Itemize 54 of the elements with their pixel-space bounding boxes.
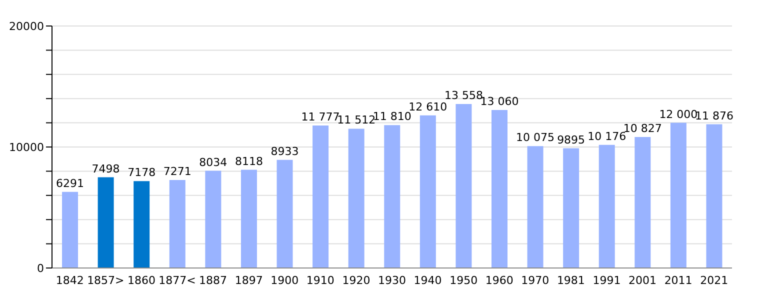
x-tick-label: 1857>: [87, 274, 124, 287]
data-label: 12 610: [408, 100, 448, 114]
bar: [384, 125, 400, 268]
x-tick-label: 1920: [342, 274, 370, 287]
bar: [276, 160, 293, 268]
y-tick-label: 10000: [9, 140, 44, 154]
data-label: 7178: [128, 166, 156, 180]
data-label: 6291: [56, 176, 84, 190]
y-tick-label: 20000: [9, 20, 44, 33]
x-tick-label: 1970: [521, 274, 550, 287]
bar: [348, 128, 364, 268]
x-tick-label: 1897: [234, 274, 263, 287]
data-label: 9895: [557, 133, 586, 146]
bar: [98, 177, 114, 268]
x-tick-label: 2011: [664, 274, 692, 287]
x-tick-label: 1991: [592, 274, 621, 287]
bar: [62, 192, 78, 268]
bar: [205, 170, 222, 268]
bar: [456, 104, 472, 268]
x-tick-label: 1981: [556, 274, 585, 287]
x-tick-label: 1930: [378, 274, 406, 287]
data-label: 13 558: [444, 88, 483, 102]
bar: [670, 122, 686, 268]
data-label: 7498: [92, 162, 120, 176]
x-tick-label: 1887: [199, 274, 228, 287]
x-tick-label: 1877<: [158, 274, 196, 287]
x-tick-label: 1950: [450, 274, 478, 287]
bar: [706, 124, 722, 268]
x-tick-label: 1900: [270, 274, 299, 287]
bar: [420, 115, 436, 268]
x-tick-label: 1842: [56, 274, 84, 287]
bar: [598, 144, 615, 268]
x-tick-label: 2001: [628, 274, 657, 287]
y-tick-label: 0: [37, 262, 44, 275]
bar: [634, 136, 651, 268]
x-tick-label: 2021: [700, 274, 728, 287]
data-label: 11 777: [301, 110, 340, 124]
bar: [134, 181, 150, 268]
data-label: 7271: [163, 165, 192, 178]
data-label: 8933: [270, 144, 299, 158]
bar: [240, 170, 257, 268]
data-label: 10 075: [516, 131, 555, 144]
x-tick-label: 1860: [127, 274, 156, 287]
data-label: 8118: [234, 154, 263, 168]
bar: [491, 110, 508, 268]
bar: [169, 180, 186, 268]
bar: [563, 148, 580, 268]
bar: [527, 146, 544, 268]
data-label: 8034: [199, 156, 228, 169]
bar: [312, 126, 329, 268]
x-tick-label: 1940: [414, 274, 442, 287]
data-label: 11 512: [337, 114, 376, 127]
x-tick-label: 1910: [306, 274, 334, 287]
x-tick-label: 1960: [485, 274, 514, 287]
